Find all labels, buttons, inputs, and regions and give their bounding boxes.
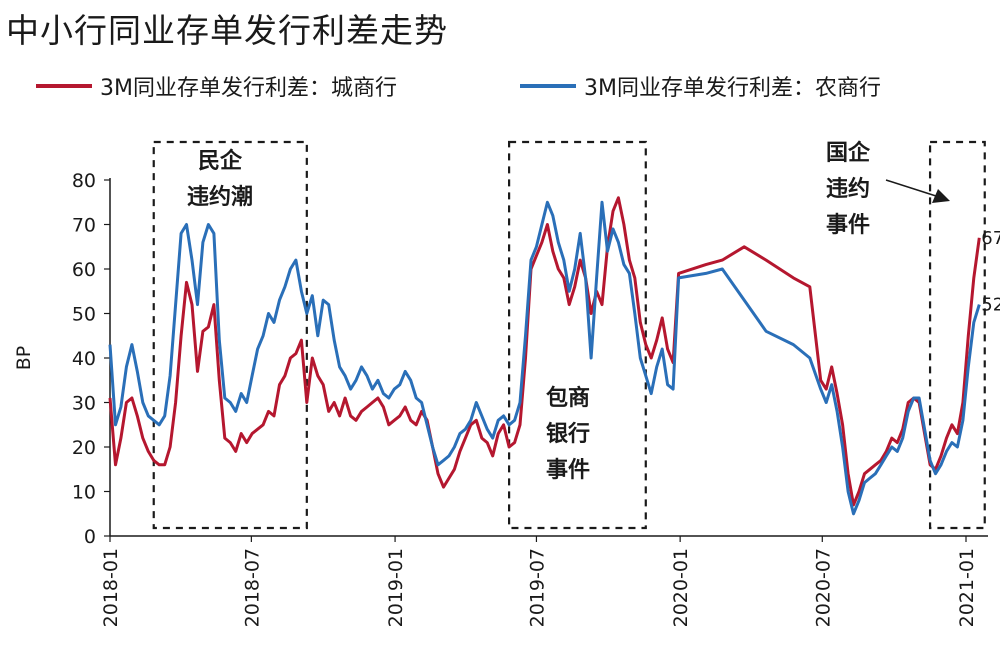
legend-label-rural: 3M同业存单发行利差：农商行 <box>584 76 881 101</box>
series-line-city-commercial <box>108 196 981 507</box>
event-annotation-line: 事件 <box>546 457 590 483</box>
y-tick-label: 40 <box>72 348 96 370</box>
event-annotation-line: 国企 <box>826 140 871 166</box>
x-tick-label: 2021-01 <box>956 548 978 627</box>
event-box <box>928 140 986 530</box>
series-end-label: 52 <box>981 295 1000 316</box>
chart-title: 中小行同业存单发行利差走势 <box>6 11 448 50</box>
y-tick-label: 80 <box>72 170 96 192</box>
event-annotation-line: 违约 <box>826 176 870 202</box>
x-tick-label: 2018-07 <box>241 548 263 627</box>
x-tick-label: 2020-07 <box>812 548 834 627</box>
event-annotation-line: 银行 <box>546 421 590 447</box>
arrow-head <box>932 189 950 203</box>
event-annotation-line: 民企 <box>198 148 243 174</box>
y-tick-label: 50 <box>72 304 96 326</box>
y-tick-label: 30 <box>72 393 96 415</box>
legend-entry-city-commercial: 3M同业存单发行利差：城商行 <box>36 70 397 102</box>
series-end-label: 67 <box>981 228 1000 249</box>
event-annotation-line: 事件 <box>826 212 870 238</box>
event-annotation-line: 违约潮 <box>187 184 253 210</box>
event-annotation-line: 包商 <box>546 385 590 411</box>
event-box <box>508 140 647 530</box>
x-tick-label: 2019-01 <box>385 548 407 627</box>
y-tick-label: 10 <box>72 482 96 504</box>
arrow-line <box>885 179 937 197</box>
y-tick-label: 20 <box>72 437 96 459</box>
legend-swatch-rural <box>520 84 576 88</box>
y-axis-label: BP <box>13 346 35 371</box>
legend-entry-rural-commercial: 3M同业存单发行利差：农商行 <box>520 70 881 102</box>
x-tick-label: 2018-01 <box>100 548 122 627</box>
legend-swatch-city <box>36 84 92 88</box>
event-box <box>152 140 308 530</box>
x-tick-label: 2020-01 <box>670 548 692 627</box>
y-tick-label: 60 <box>72 259 96 281</box>
x-tick-label: 2019-07 <box>526 548 548 627</box>
legend-label-city: 3M同业存单发行利差：城商行 <box>100 76 397 101</box>
y-tick-label: 70 <box>72 215 96 237</box>
series-line-rural-commercial <box>108 200 981 516</box>
y-tick-label: 0 <box>84 526 96 548</box>
